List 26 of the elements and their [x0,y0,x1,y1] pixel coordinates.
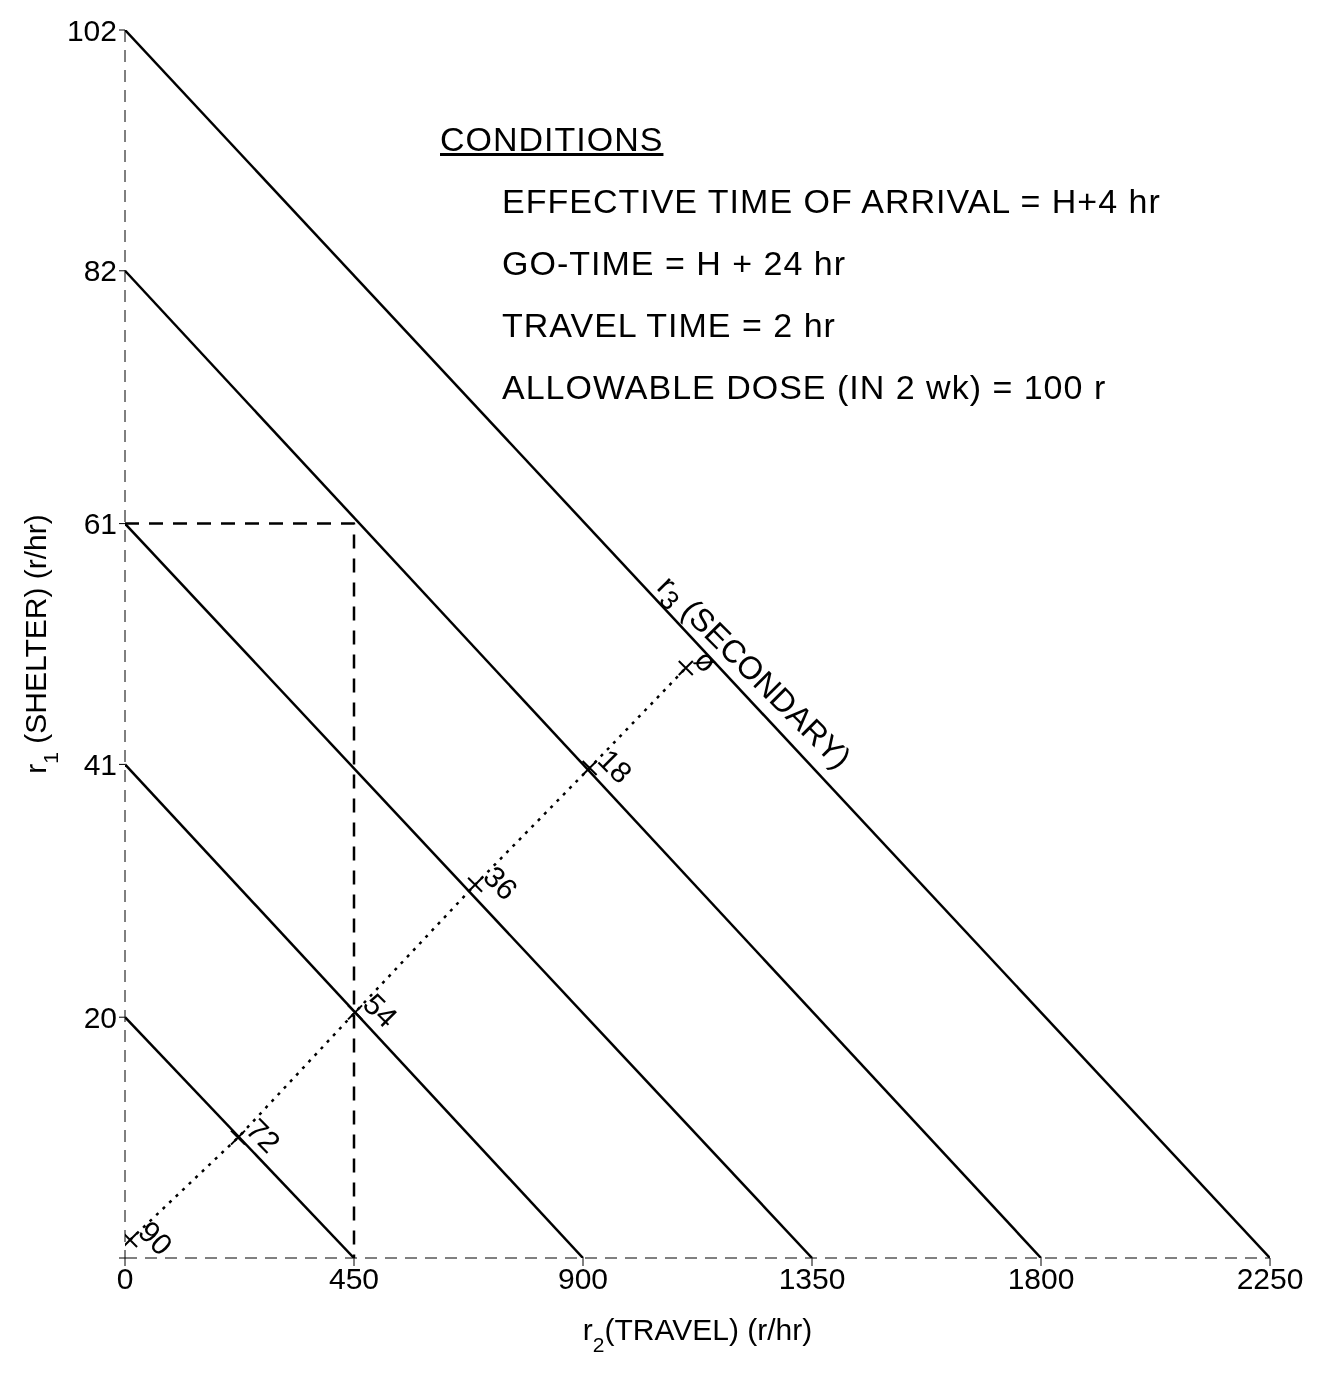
y-tick-label: 82 [83,254,117,288]
annotation: EFFECTIVE TIME OF ARRIVAL = H+4 hr [502,181,1161,222]
x-tick-label: 1350 [778,1262,846,1296]
point [347,1004,364,1021]
annotation: 54 [357,986,405,1034]
point [581,760,598,776]
y-tick-label: 61 [83,507,117,541]
x-tick-label: 900 [557,1262,609,1296]
point [467,876,484,893]
x-tick-label: 2250 [1236,1262,1304,1296]
point [229,1129,246,1146]
x-tick-label: 450 [328,1262,380,1296]
annotation: CONDITIONS [440,119,665,160]
annotation: ALLOWABLE DOSE (IN 2 wk) = 100 r [502,367,1108,408]
y-tick-label: 41 [83,748,117,782]
y-tick-label: 102 [66,13,117,47]
annotation: 72 [240,1112,288,1160]
annotation: GO-TIME = H + 24 hr [502,243,847,284]
annotation: 36 [477,859,525,907]
x-tick-label: 1800 [1007,1262,1075,1296]
x-axis-title: r$_{2}$(TRAVEL) (r/hr) [582,1313,813,1356]
x-tick-label: 0 [116,1262,134,1296]
annotation: TRAVEL TIME = 2 hr [502,305,837,346]
annotation: 18 [591,742,639,790]
annotation: 90 [132,1214,180,1262]
y-tick-label: 20 [83,1000,117,1034]
